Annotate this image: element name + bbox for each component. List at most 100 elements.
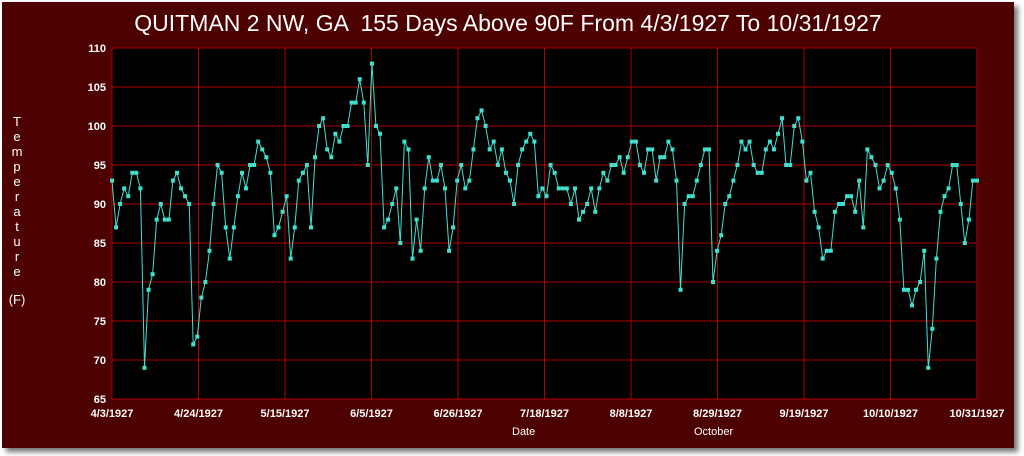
data-point	[621, 170, 626, 175]
data-point	[365, 163, 370, 167]
data-point	[613, 163, 618, 167]
data-point	[187, 202, 192, 206]
data-point	[516, 163, 521, 167]
data-point	[406, 147, 411, 152]
data-point	[914, 287, 919, 292]
data-point	[455, 178, 460, 183]
data-point	[150, 272, 155, 277]
y-axis-label-letter: p	[13, 159, 21, 174]
data-point	[162, 217, 167, 222]
data-point	[629, 139, 634, 144]
data-point	[296, 178, 301, 183]
x-tick-label: 8/29/1927	[693, 408, 742, 420]
x-tick-label: 5/15/1927	[261, 408, 310, 420]
data-point	[325, 147, 330, 152]
data-point	[934, 256, 939, 261]
data-point	[252, 163, 257, 167]
data-point	[857, 178, 862, 183]
line-chart: 65 70 75 80 85 90 95 100 105 110 4/3/1927 4/24/1927…	[88, 43, 1005, 420]
data-point	[398, 241, 403, 245]
data-point	[179, 186, 184, 191]
data-point	[231, 225, 236, 230]
y-axis-label-letter: a	[13, 204, 21, 219]
data-point	[292, 225, 297, 230]
data-point	[832, 209, 837, 214]
data-point	[845, 194, 850, 199]
data-point	[905, 287, 910, 292]
data-point	[260, 147, 265, 152]
data-point	[219, 170, 224, 175]
data-point	[308, 225, 313, 230]
data-point	[183, 194, 188, 199]
data-point	[174, 170, 179, 175]
data-point	[702, 147, 707, 152]
data-point	[507, 178, 512, 183]
data-point	[451, 225, 456, 230]
x-tick-label: 7/18/1927	[520, 408, 569, 420]
data-point	[804, 178, 809, 183]
data-point	[593, 209, 598, 214]
data-point	[784, 163, 789, 167]
data-point	[556, 186, 561, 191]
month-label: October	[694, 426, 734, 438]
data-point	[589, 186, 594, 191]
data-point	[686, 194, 691, 199]
y-tick-label: 90	[94, 199, 106, 211]
chart-title: QUITMAN 2 NW, GA 155 Days Above 90F From…	[134, 10, 882, 36]
data-point	[865, 147, 870, 152]
data-point	[715, 248, 720, 253]
data-point	[581, 209, 586, 214]
x-tick-label: 10/31/1927	[949, 408, 1004, 420]
data-point	[248, 163, 253, 167]
data-point	[751, 163, 756, 167]
data-point	[617, 155, 622, 160]
y-axis-label-letter: r	[14, 249, 20, 264]
data-point	[532, 139, 537, 144]
data-point	[426, 155, 431, 160]
data-point	[780, 116, 785, 121]
data-point	[650, 147, 655, 152]
data-point	[792, 124, 797, 128]
data-point	[897, 217, 902, 222]
data-point	[970, 178, 975, 183]
data-point	[402, 139, 407, 144]
data-point	[869, 155, 874, 160]
x-axis-label: Date	[512, 426, 536, 438]
data-point	[118, 202, 123, 206]
data-point	[771, 147, 776, 152]
data-point	[625, 155, 630, 160]
data-point	[235, 194, 240, 199]
data-point	[881, 178, 886, 183]
data-point	[540, 186, 545, 191]
data-point	[503, 170, 508, 175]
data-point	[633, 139, 638, 144]
data-point	[475, 116, 480, 121]
x-tick-label: 4/3/1927	[91, 408, 134, 420]
y-axis-label-letter: T	[13, 114, 21, 129]
data-point	[942, 194, 947, 199]
data-point	[268, 170, 273, 175]
data-point	[849, 194, 854, 199]
data-point	[735, 163, 740, 167]
data-point	[443, 186, 448, 191]
data-point	[946, 186, 951, 191]
data-point	[114, 225, 119, 230]
data-point	[369, 61, 374, 66]
data-point	[731, 178, 736, 183]
data-point	[280, 209, 285, 214]
data-point	[146, 287, 151, 292]
x-tick-label: 9/19/1927	[780, 408, 829, 420]
data-point	[130, 170, 135, 175]
data-point	[926, 365, 931, 370]
data-point	[637, 163, 642, 167]
data-point	[447, 248, 452, 253]
data-point	[191, 342, 196, 347]
data-point	[564, 186, 569, 191]
data-point	[544, 194, 549, 199]
data-point	[418, 248, 423, 253]
data-point	[808, 170, 813, 175]
data-point	[763, 147, 768, 152]
data-point	[438, 163, 443, 167]
data-point	[767, 139, 772, 144]
data-point	[284, 194, 289, 199]
